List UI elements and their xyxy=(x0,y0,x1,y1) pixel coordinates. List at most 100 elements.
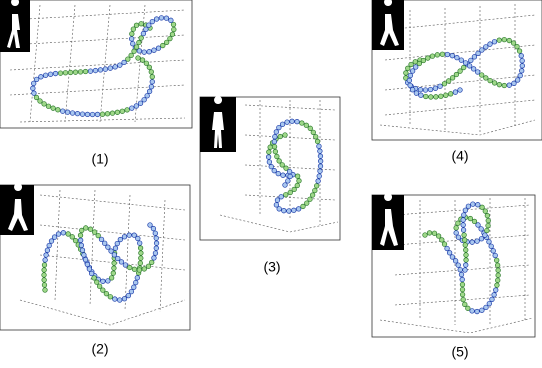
trajectory-point xyxy=(283,192,288,197)
trajectory-point xyxy=(300,121,305,126)
trajectory-point xyxy=(144,61,149,66)
grid xyxy=(10,5,185,122)
trajectory-point xyxy=(266,155,271,160)
trajectory-point xyxy=(430,54,435,59)
trajectory-point xyxy=(109,249,114,254)
trajectory-point xyxy=(459,272,464,277)
trajectory-point xyxy=(164,40,169,45)
trajectory-point xyxy=(317,174,322,179)
trajectory-point xyxy=(56,232,61,237)
trajectory-point xyxy=(96,233,101,238)
trajectory-point xyxy=(520,58,525,63)
trajectory-point xyxy=(80,112,85,117)
trajectory-point xyxy=(423,233,428,238)
trajectory-point xyxy=(442,81,447,86)
trajectory-point xyxy=(288,190,293,195)
trajectory-point xyxy=(475,309,480,314)
trajectory-point xyxy=(446,79,451,84)
trajectory-point xyxy=(136,56,141,61)
trajectory-point xyxy=(118,237,123,242)
trajectory-point xyxy=(144,27,149,32)
trajectory-point xyxy=(436,234,441,239)
figure: (1) (2) (3) (4) (5) xyxy=(0,0,542,368)
trajectory-point xyxy=(471,202,476,207)
trajectory-point xyxy=(142,50,147,55)
trajectory-point xyxy=(287,169,292,174)
trajectory-point xyxy=(79,243,84,248)
trajectory-point xyxy=(149,260,154,265)
trajectory-point xyxy=(440,52,445,57)
trajectory-point xyxy=(112,266,117,271)
trajectory-point xyxy=(32,91,37,96)
trajectory-point xyxy=(292,187,297,192)
trajectory-point xyxy=(94,280,99,285)
trajectory-point xyxy=(311,130,316,135)
trajectory-point xyxy=(49,239,54,244)
trajectory-point xyxy=(454,72,459,77)
trajectory-point xyxy=(426,56,431,61)
trajectory-point xyxy=(453,90,458,95)
trajectory-point xyxy=(480,205,485,210)
trajectory-point xyxy=(274,130,279,135)
trajectory-point xyxy=(480,308,485,313)
trajectory-point xyxy=(42,283,47,288)
trajectory-point xyxy=(38,99,43,104)
trajectory-point xyxy=(287,209,292,214)
trajectory-point xyxy=(461,297,466,302)
trajectory-point xyxy=(277,125,282,130)
trajectory-point xyxy=(304,123,309,128)
trajectory-point xyxy=(434,95,439,100)
trajectory-point xyxy=(112,297,117,302)
trajectory-point xyxy=(104,291,109,296)
trajectory-point xyxy=(467,64,472,69)
trajectory-point xyxy=(502,37,507,42)
trajectory-point xyxy=(410,69,415,74)
trajectory-point xyxy=(113,65,118,70)
trajectory-point xyxy=(494,258,499,263)
trajectory-point xyxy=(48,72,53,77)
trajectory-point xyxy=(115,241,120,246)
trajectory-point xyxy=(318,169,323,174)
trajectory-point xyxy=(447,251,452,256)
trajectory-point xyxy=(119,260,124,265)
panel-label: (4) xyxy=(451,148,468,164)
trajectory-point xyxy=(475,70,480,75)
trajectory-point xyxy=(468,216,473,221)
trajectory-point xyxy=(101,279,106,284)
trajectory-point xyxy=(34,95,39,100)
trajectory-point xyxy=(125,108,130,113)
trajectory-point xyxy=(460,282,465,287)
trajectory-point xyxy=(87,267,92,272)
trajectory-point xyxy=(475,202,480,207)
trajectory-point xyxy=(515,44,520,49)
trajectory-point xyxy=(318,154,323,159)
trajectory-point xyxy=(407,78,412,83)
trajectory-point xyxy=(85,112,90,117)
trajectory-point xyxy=(496,273,501,278)
trajectory-point xyxy=(140,58,145,63)
trajectory-point xyxy=(113,246,118,251)
trajectory-point xyxy=(89,271,94,276)
trajectory-point xyxy=(160,43,165,48)
trajectory-point xyxy=(151,226,156,231)
trajectory-point xyxy=(442,242,447,247)
trajectory-point xyxy=(109,276,114,281)
trajectory-point xyxy=(486,218,491,223)
trajectory-point xyxy=(122,296,127,301)
trajectory-point xyxy=(463,243,468,248)
trajectory-point xyxy=(83,226,88,231)
trajectory-point xyxy=(466,306,471,311)
trajectory-point xyxy=(462,233,467,238)
trajectory-point xyxy=(273,134,278,139)
trajectory-point xyxy=(405,66,410,71)
trajectory-point xyxy=(78,238,83,243)
trajectory-point xyxy=(108,294,113,299)
trajectory-point xyxy=(440,238,445,243)
trajectory-point xyxy=(43,258,48,263)
trajectory-point xyxy=(149,84,154,89)
trajectory-point xyxy=(497,38,502,43)
trajectory-point xyxy=(290,119,295,124)
trajectory-point xyxy=(471,67,476,72)
trajectory-point xyxy=(168,36,173,41)
trajectory-point xyxy=(497,82,502,87)
